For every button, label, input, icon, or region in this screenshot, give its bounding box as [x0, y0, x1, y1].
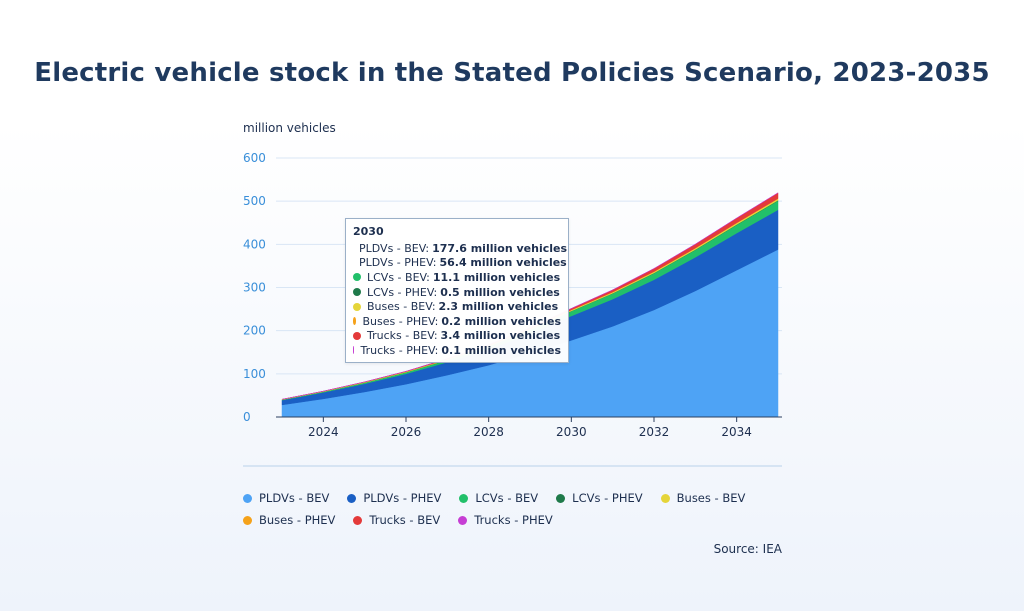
tooltip-series-value: 0.5 million vehicles: [440, 285, 560, 299]
tooltip-row-bus_bev: Buses - BEV: 2.3 million vehicles: [353, 299, 561, 314]
legend-label: Buses - PHEV: [259, 513, 336, 527]
tooltip-row-lcv_phev: LCVs - PHEV: 0.5 million vehicles: [353, 285, 561, 300]
legend-item-truck_bev[interactable]: Trucks - BEV: [353, 512, 440, 528]
circle-marker-icon: [353, 515, 363, 525]
legend-item-truck_phev[interactable]: Trucks - PHEV: [458, 512, 553, 528]
x-tick-label: 2024: [308, 425, 339, 439]
hover-tooltip: 2030 PLDVs - BEV: 177.6 million vehicles P…: [345, 218, 569, 363]
y-tick-label: 200: [243, 324, 266, 338]
tooltip-row-lcv_bev: LCVs - BEV: 11.1 million vehicles: [353, 270, 561, 285]
tooltip-series-value: 3.4 million vehicles: [440, 329, 561, 343]
y-tick-label: 500: [243, 194, 266, 208]
source-note: Source: IEA: [713, 542, 782, 556]
chart-area: 0 100 200 300 400 500 600 2024 2026 2028 2030 2032…: [243, 151, 782, 439]
y-tick-label: 400: [243, 237, 266, 251]
tooltip-series-label: Trucks - BEV:: [367, 329, 438, 343]
tooltip-series-label: Buses - PHEV:: [362, 314, 439, 328]
legend-item-pldv_phev[interactable]: PLDVs - PHEV: [347, 490, 441, 506]
x-tick-label: 2028: [473, 425, 504, 439]
legend-label: PLDVs - PHEV: [363, 491, 442, 505]
legend-item-pldv_bev[interactable]: PLDVs - BEV: [243, 490, 329, 506]
legend-item-lcv_bev[interactable]: LCVs - BEV: [459, 490, 538, 506]
tooltip-series-value: 0.2 million vehicles: [441, 314, 561, 328]
y-tick-label: 300: [243, 281, 266, 295]
chart-title: Electric vehicle stock in the Stated Pol…: [34, 58, 990, 88]
legend-label: Buses - BEV: [676, 491, 746, 505]
tooltip-series-value: 0.1 million vehicles: [441, 343, 561, 357]
y-tick-label: 0: [243, 410, 251, 424]
tooltip-series-value: 56.4 million vehicles: [439, 256, 567, 270]
legend-item-bus_phev[interactable]: Buses - PHEV: [243, 512, 335, 528]
tooltip-series-label: PLDVs - PHEV:: [359, 256, 437, 270]
circle-marker-icon: [353, 273, 361, 282]
legend-label: Trucks - PHEV: [474, 513, 553, 527]
tooltip-series-value: 2.3 million vehicles: [438, 300, 559, 314]
tooltip-series-label: Trucks - PHEV:: [360, 343, 439, 357]
circle-marker-icon: [353, 331, 361, 340]
tooltip-row-pldv_phev: PLDVs - PHEV: 56.4 million vehicles: [353, 256, 567, 271]
legend-label: LCVs - BEV: [475, 491, 539, 505]
circle-marker-icon: [347, 493, 357, 503]
legend-divider: [243, 465, 782, 467]
legend-label: Trucks - BEV: [369, 513, 441, 527]
tooltip-series-label: LCVs - BEV:: [367, 270, 430, 284]
tooltip-row-truck_bev: Trucks - BEV: 3.4 million vehicles: [353, 329, 561, 344]
tooltip-row-bus_phev: Buses - PHEV: 0.2 million vehicles: [353, 314, 561, 329]
tooltip-series-label: Buses - BEV:: [367, 300, 436, 314]
circle-marker-icon: [459, 493, 469, 503]
legend-item-lcv_phev[interactable]: LCVs - PHEV: [556, 490, 643, 506]
circle-marker-icon: [353, 288, 361, 297]
tooltip-row-pldv_bev: PLDVs - BEV: 177.6 million vehicles: [353, 241, 567, 256]
tooltip-series-value: 11.1 million vehicles: [432, 270, 561, 284]
x-tick-label: 2032: [639, 425, 670, 439]
circle-marker-icon: [458, 515, 468, 525]
circle-marker-icon: [243, 515, 252, 525]
tooltip-series-label: LCVs - PHEV:: [367, 285, 438, 299]
x-tick-label: 2026: [391, 425, 422, 439]
circle-marker-icon: [243, 493, 252, 503]
circle-marker-icon: [353, 302, 361, 311]
y-tick-label: 100: [243, 367, 266, 381]
circle-marker-icon: [556, 493, 566, 503]
legend-label: LCVs - PHEV: [572, 491, 643, 505]
circle-marker-icon: [660, 493, 670, 503]
legend-item-bus_bev[interactable]: Buses - BEV: [660, 490, 746, 506]
legend-label: PLDVs - BEV: [259, 491, 330, 505]
y-tick-label: 600: [243, 151, 266, 165]
y-axis-label: million vehicles: [243, 121, 336, 135]
tooltip-year: 2030: [353, 225, 384, 238]
x-tick-label: 2034: [721, 425, 752, 439]
legend: PLDVs - BEV PLDVs - PHEV LCVs - BEV LCVs - …: [243, 490, 783, 528]
circle-marker-icon: [353, 317, 357, 326]
tooltip-series-value: 177.6 million vehicles: [432, 241, 568, 255]
circle-marker-icon: [353, 346, 355, 355]
x-tick-label: 2030: [556, 425, 587, 439]
tooltip-series-label: PLDVs - BEV:: [359, 241, 430, 255]
tooltip-row-truck_phev: Trucks - PHEV: 0.1 million vehicles: [353, 343, 561, 358]
